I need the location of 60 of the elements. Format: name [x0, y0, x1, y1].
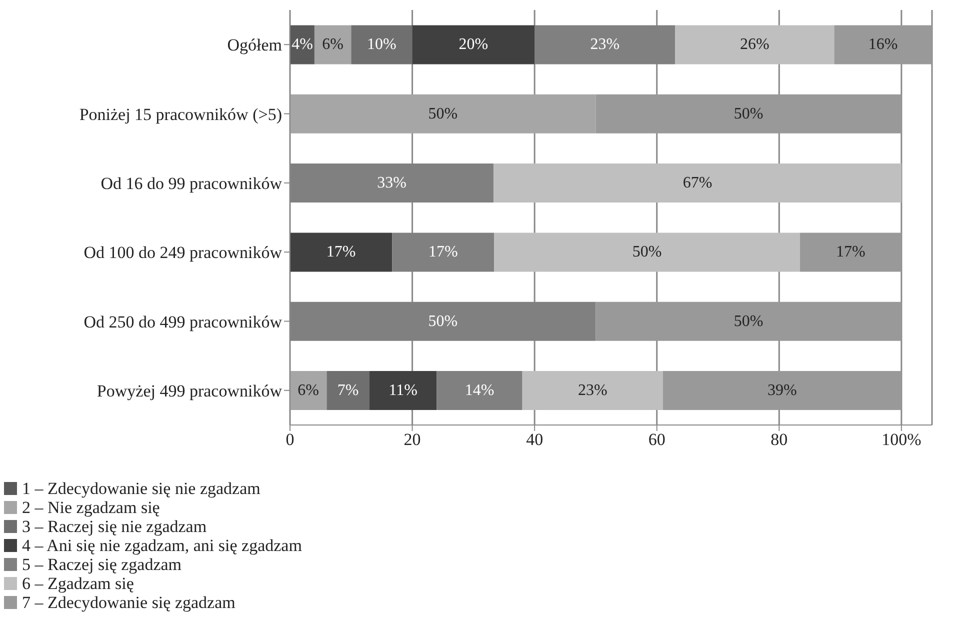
bar — [494, 164, 902, 203]
x-tick-label: 0 — [286, 430, 294, 450]
bar — [369, 371, 437, 410]
bar — [522, 371, 663, 410]
data-label: 4% — [292, 36, 313, 54]
legend-label: 7 – Zdecydowanie się zgadzam — [22, 593, 236, 612]
data-label: 50% — [734, 105, 764, 122]
data-label: 11% — [388, 382, 418, 400]
y-tick-label: Powyżej 499 pracowników — [96, 381, 283, 400]
data-label: 39% — [768, 382, 797, 400]
legend-label: 6 – Zgadzam się — [22, 574, 134, 593]
data-label: 50% — [734, 312, 764, 330]
bar — [834, 25, 932, 64]
data-label: 50% — [428, 312, 458, 330]
data-label: 26% — [740, 36, 770, 54]
bar — [596, 94, 902, 134]
legend-label: 5 – Raczej się zgadzam — [22, 555, 182, 574]
bar — [596, 302, 902, 341]
y-tick-label: Poniżej 15 pracowników (>5) — [79, 104, 282, 124]
data-label: 17% — [428, 244, 458, 261]
bar — [351, 25, 412, 64]
y-tick-label: Ogółem — [227, 36, 282, 55]
data-label: 23% — [578, 382, 608, 400]
data-label: 16% — [868, 36, 898, 54]
y-tick-label: Od 16 do 99 pracowników — [100, 174, 283, 193]
bar — [290, 232, 392, 272]
data-label: 33% — [377, 174, 406, 192]
x-tick-label: 40 — [526, 430, 544, 450]
data-label: 67% — [682, 174, 712, 192]
bar — [494, 232, 800, 272]
data-label: 17% — [326, 244, 356, 261]
data-label: 20% — [458, 36, 488, 54]
bar — [800, 232, 902, 272]
legend-label: 2 – Nie zgadzam się — [22, 498, 160, 517]
x-tick-label: 20 — [404, 430, 421, 450]
x-tick-label: 80 — [770, 430, 788, 450]
data-label: 7% — [337, 382, 359, 400]
legend-label: 1 – Zdecydowanie się nie zgadzam — [22, 479, 260, 498]
data-label: 23% — [590, 36, 620, 54]
bar — [290, 371, 327, 410]
y-tick-label: Od 100 do 249 pracowników — [84, 243, 283, 262]
bar — [675, 25, 834, 64]
data-label: 17% — [836, 244, 866, 261]
data-label: 50% — [428, 105, 458, 122]
data-label: 50% — [632, 244, 662, 261]
data-label: 6% — [298, 382, 320, 400]
data-label: 10% — [367, 36, 396, 54]
bar — [662, 371, 902, 410]
x-tick-label: 60 — [648, 430, 666, 450]
bar — [412, 25, 535, 64]
legend-label: 3 – Raczej się nie zgadzam — [22, 517, 207, 536]
bar — [436, 371, 522, 410]
bar — [290, 94, 596, 134]
bar — [314, 25, 352, 64]
legend-label: 4 – Ani się nie zgadzam, ani się zgadzam — [22, 536, 302, 555]
data-label: 14% — [464, 382, 494, 400]
x-tick-label: 100% — [882, 430, 922, 450]
bar — [326, 371, 370, 410]
y-tick-label: Od 250 do 499 pracowników — [84, 312, 283, 332]
data-label: 6% — [322, 36, 344, 54]
